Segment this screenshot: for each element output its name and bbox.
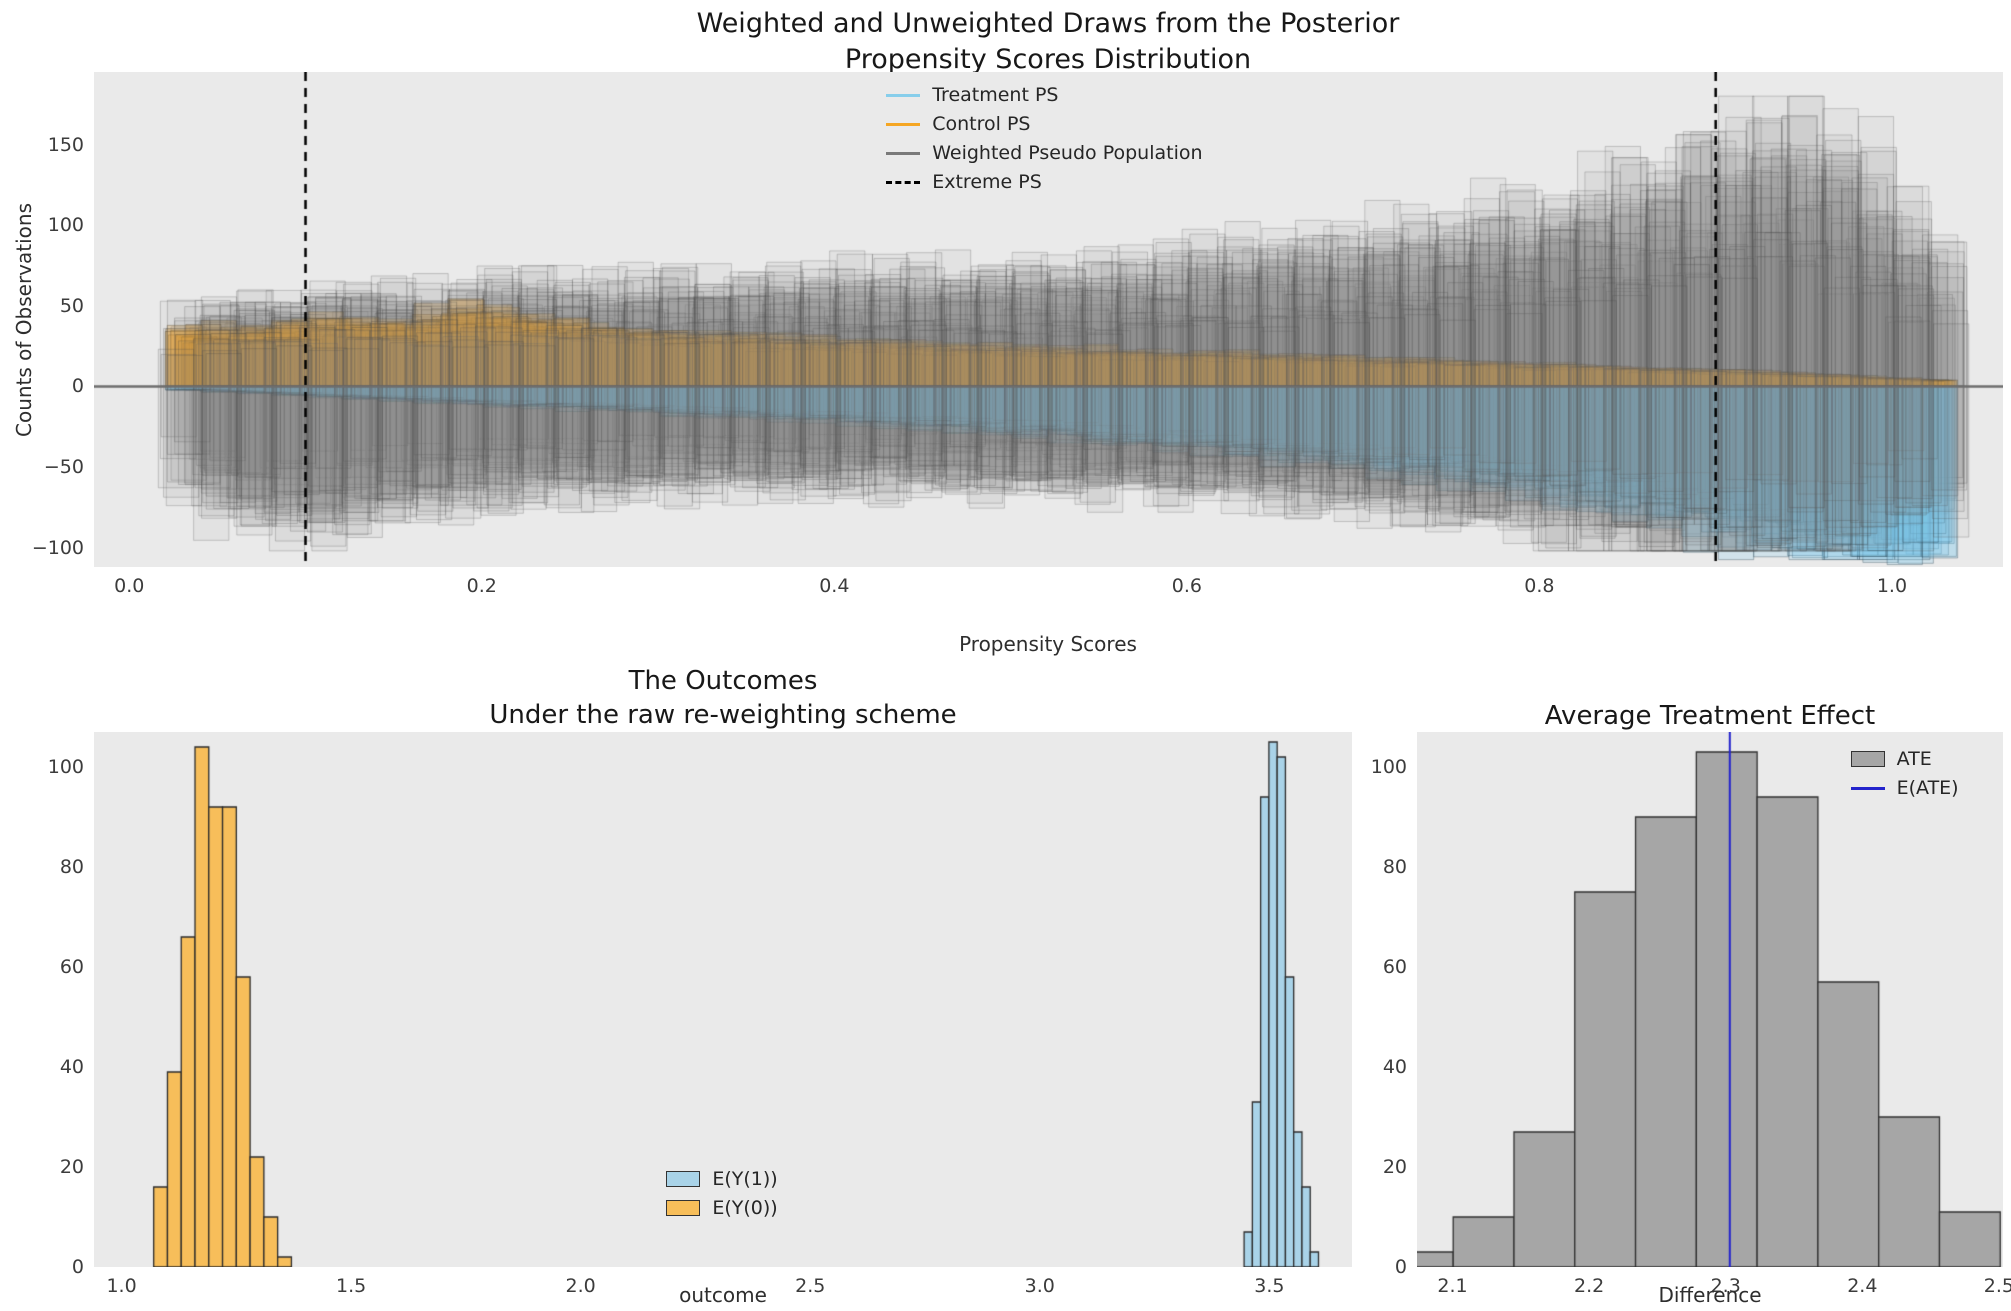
- ps-x-tick-label: 0.2: [466, 575, 497, 597]
- ps-y-tick-label: 150: [47, 133, 84, 156]
- legend-item-label: E(Y(1)): [712, 1168, 778, 1191]
- outcomes-canvas: [94, 732, 1352, 1267]
- outcomes-y-tick-label: 20: [59, 1156, 84, 1178]
- legend-dashed-line-swatch-icon: [886, 180, 921, 184]
- ate-y-tick-label: 0: [1394, 1256, 1407, 1278]
- ate-x-tick-label: 2.2: [1574, 1275, 1605, 1297]
- legend-item-label: Control PS: [932, 113, 1031, 136]
- ps-y-tick-label: −50: [43, 456, 84, 479]
- ps-legend-item: Control PS: [886, 113, 1202, 135]
- legend-item-label: ATE: [1896, 748, 1932, 771]
- ps-canvas: [94, 72, 2003, 567]
- legend-item-label: Treatment PS: [932, 84, 1059, 107]
- legend-item-label: E(Y(0)): [712, 1197, 778, 1220]
- ate-canvas: [1417, 732, 2003, 1267]
- ps-x-tick-label: 0.6: [1171, 575, 1202, 597]
- ps-x-tick-label: 0.0: [114, 575, 145, 597]
- legend-line-swatch-icon: [886, 122, 921, 126]
- outcomes-xlabel: outcome: [679, 1283, 767, 1307]
- ps-y-tick-label: 0: [71, 375, 84, 398]
- outcomes-x-tick-label: 2.5: [795, 1275, 826, 1297]
- ate-x-tick-label: 2.1: [1437, 1275, 1468, 1297]
- legend-patch-swatch-icon: [1850, 751, 1885, 768]
- ps-legend-item: Extreme PS: [886, 171, 1202, 193]
- ps-plot-area: 0.0 0.2 0.4 0.6 0.8 1.0 150 100 50 0 −50 −100 Treatm…: [32, 72, 2003, 597]
- ate-x-tick-label: 2.4: [1847, 1275, 1878, 1297]
- ate-legend-item: ATE: [1850, 748, 1959, 771]
- outcomes-x-tick-label: 2.0: [565, 1275, 596, 1297]
- outcomes-y-tick-label: 60: [59, 956, 84, 978]
- ps-legend: Treatment PS Control PS Weighted Pseudo Po…: [886, 84, 1203, 193]
- ps-xlabel: Propensity Scores: [959, 632, 1137, 656]
- outcomes-y-tick-label: 0: [71, 1256, 84, 1278]
- ate-y-tick-label: 40: [1382, 1056, 1407, 1078]
- outcomes-chart-title-line1: The Outcomes: [628, 666, 818, 696]
- legend-item-label: E(ATE): [1896, 777, 1959, 800]
- ate-legend: ATE E(ATE): [1850, 748, 1959, 800]
- ps-legend-item: Weighted Pseudo Population: [886, 142, 1203, 165]
- ps-legend-item: Treatment PS: [886, 84, 1202, 106]
- legend-line-swatch-icon: [886, 151, 921, 155]
- ps-ylabel: Counts of Observations: [12, 202, 36, 438]
- outcomes-chart-title: The Outcomes Under the raw re-weighting …: [489, 664, 956, 733]
- outcomes-legend-item: E(Y(1)): [666, 1168, 778, 1191]
- ps-chart-title-line1: Weighted and Unweighted Draws from the P…: [696, 8, 1400, 39]
- ate-y-tick-label: 20: [1382, 1156, 1407, 1178]
- ps-x-tick-label: 0.8: [1524, 575, 1555, 597]
- ate-y-tick-label: 100: [1370, 756, 1407, 778]
- ate-plot-area: 2.1 2.2 2.3 2.4 2.5 0 20 40 60 80 100 ATE E(ATE): [1371, 732, 2011, 1297]
- legend-line-swatch-icon: [886, 93, 921, 97]
- outcomes-y-tick-label: 40: [59, 1056, 84, 1078]
- outcomes-chart-title-line2: Under the raw re-weighting scheme: [489, 700, 957, 731]
- outcomes-x-tick-label: 1.5: [336, 1275, 367, 1297]
- outcomes-x-tick-label: 3.5: [1254, 1275, 1285, 1297]
- ps-y-tick-label: 100: [47, 214, 84, 237]
- outcomes-y-tick-label: 100: [47, 756, 84, 778]
- ate-xlabel: Difference: [1658, 1283, 1762, 1307]
- ps-y-tick-label: 50: [59, 294, 84, 317]
- ate-chart-title-line1: Average Treatment Effect: [1544, 701, 1876, 731]
- legend-patch-swatch-icon: [666, 1171, 701, 1188]
- legend-item-label: Weighted Pseudo Population: [932, 142, 1203, 165]
- ate-legend-item: E(ATE): [1850, 777, 1959, 800]
- legend-line-swatch-icon: [1850, 786, 1885, 790]
- outcomes-legend: E(Y(1)) E(Y(0)): [666, 1168, 778, 1220]
- outcomes-plot-area: 1.0 1.5 2.0 2.5 3.0 3.5 0 20 40 60 80 100 E(Y(1)) E(Y…: [48, 732, 1352, 1297]
- outcomes-x-tick-label: 1.0: [106, 1275, 137, 1297]
- ps-chart-title-line2: Propensity Scores Distribution: [844, 43, 1252, 75]
- ps-y-tick-label: −100: [31, 536, 84, 559]
- outcomes-y-tick-label: 80: [59, 856, 84, 878]
- ate-y-tick-label: 80: [1382, 856, 1407, 878]
- ate-chart-title: Average Treatment Effect: [1545, 699, 1875, 733]
- ate-y-tick-label: 60: [1382, 956, 1407, 978]
- legend-patch-swatch-icon: [666, 1200, 701, 1217]
- outcomes-legend-item: E(Y(0)): [666, 1197, 778, 1220]
- ate-x-tick-label: 2.5: [1983, 1275, 2011, 1297]
- outcomes-x-tick-label: 3.0: [1024, 1275, 1055, 1297]
- ps-x-tick-label: 1.0: [1876, 575, 1908, 597]
- legend-item-label: Extreme PS: [932, 171, 1042, 194]
- ate-x-tick-label: 2.3: [1710, 1275, 1741, 1297]
- ps-x-tick-label: 0.4: [819, 575, 850, 597]
- ps-chart-title: Weighted and Unweighted Draws from the P…: [697, 6, 1400, 77]
